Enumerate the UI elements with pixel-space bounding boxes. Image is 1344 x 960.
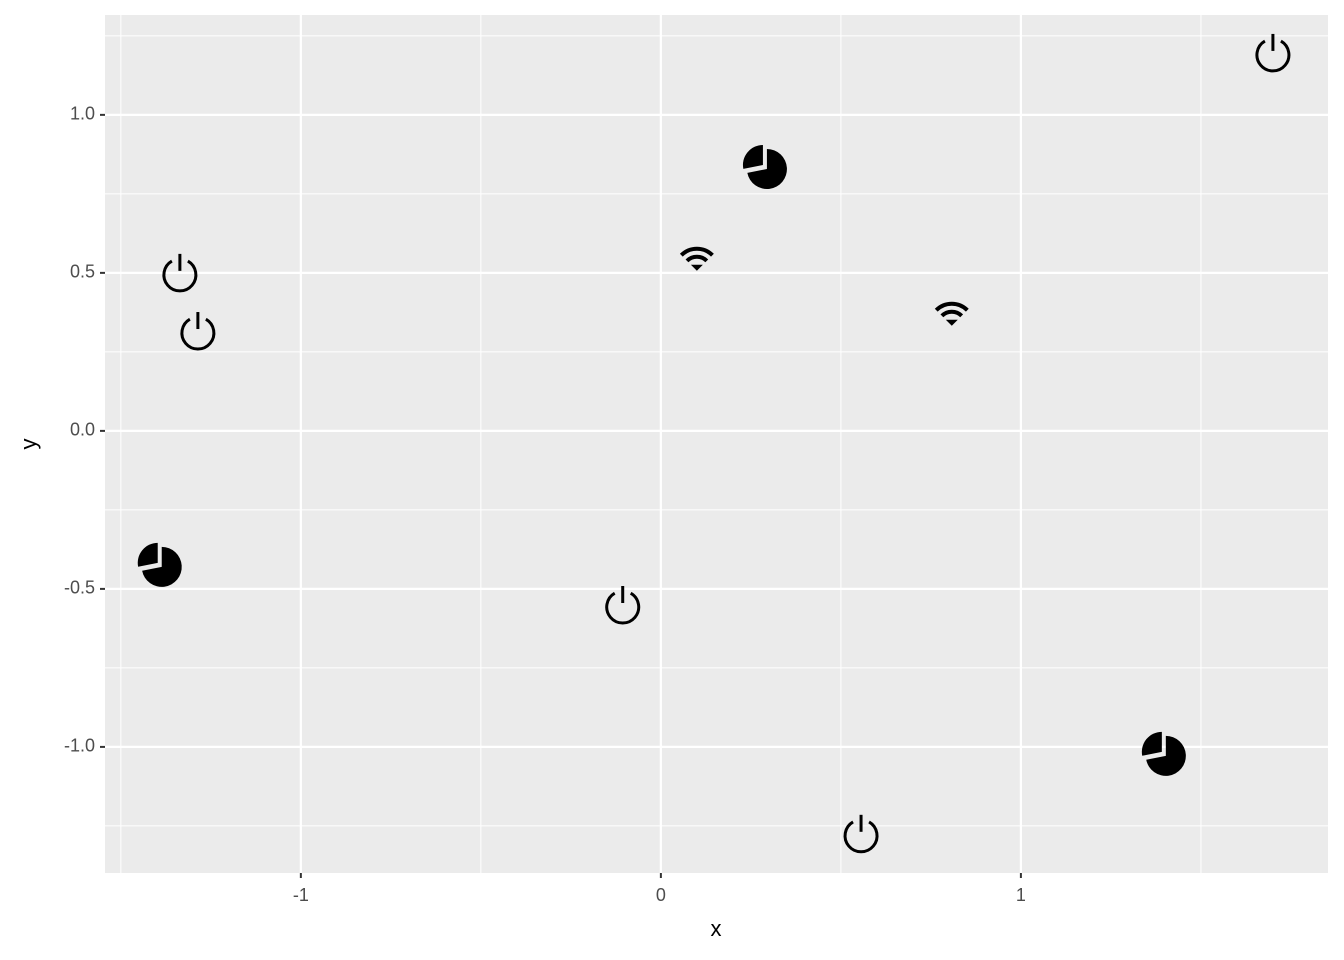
wifi-arc <box>934 301 969 312</box>
power-ring <box>162 259 198 293</box>
point <box>162 253 198 293</box>
y-tick-label: 0.0 <box>70 420 95 440</box>
x-tick-label: -1 <box>293 885 309 905</box>
wifi-arc <box>679 246 714 257</box>
point <box>605 586 641 625</box>
power-ring <box>843 820 879 854</box>
point <box>180 312 216 351</box>
x-tick-label: 1 <box>1016 885 1026 905</box>
point <box>137 542 182 587</box>
pie-body <box>142 546 182 587</box>
pie-body <box>747 149 787 190</box>
point <box>843 814 879 854</box>
point <box>679 246 714 271</box>
pie-wedge <box>1141 731 1162 756</box>
panel <box>105 15 1328 873</box>
power-ring <box>605 591 641 625</box>
pie-wedge <box>137 542 158 567</box>
wifi-dot <box>945 319 958 326</box>
x-axis-title: x <box>711 916 722 941</box>
pie-body <box>1146 735 1186 776</box>
y-axis-title: y <box>16 439 41 450</box>
wifi-arc <box>685 254 709 263</box>
y-tick-label: -0.5 <box>64 578 95 598</box>
y-tick-label: 0.5 <box>70 262 95 282</box>
y-tick-label: -1.0 <box>64 736 95 756</box>
power-ring <box>180 317 216 351</box>
wifi-dot <box>690 264 703 271</box>
pie-wedge <box>742 145 763 169</box>
y-tick-label: 1.0 <box>70 104 95 124</box>
x-tick-label: 0 <box>656 885 666 905</box>
point <box>1255 33 1291 73</box>
point <box>742 145 787 190</box>
power-ring <box>1255 39 1291 73</box>
point <box>1141 731 1186 776</box>
wifi-arc <box>940 309 964 318</box>
point <box>934 301 969 326</box>
